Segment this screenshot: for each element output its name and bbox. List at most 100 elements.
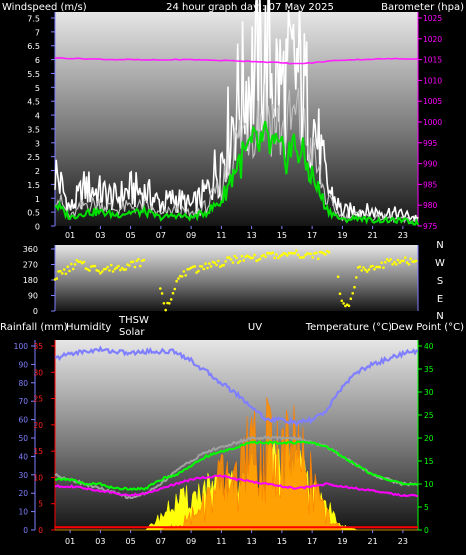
wind-tick-label: 3: [35, 139, 40, 148]
direction-point: [325, 249, 329, 253]
direction-point: [378, 265, 382, 269]
temperature-tick-label: 15: [424, 457, 434, 466]
temperature-series: [54, 440, 419, 491]
direction-point: [340, 299, 344, 303]
humidity-label: Humidity: [66, 322, 111, 333]
direction-point: [391, 263, 394, 266]
direction-tick-label: 0: [33, 307, 38, 316]
direction-point: [119, 268, 122, 272]
temperature-label: Temperature (°C): [305, 322, 392, 333]
direction-point: [177, 277, 180, 280]
weather-hour-label: 09: [186, 537, 196, 546]
direction-point: [364, 268, 367, 272]
direction-point: [405, 261, 409, 264]
humidity-tick-label: 100: [14, 342, 29, 351]
humidity-series: [54, 345, 419, 427]
wind-tick-label: 0.5: [27, 209, 40, 218]
wind-hour-label: 21: [368, 231, 378, 240]
direction-point: [278, 254, 282, 258]
direction-point: [371, 264, 374, 268]
weather-hour-label: 21: [368, 537, 378, 546]
direction-point: [204, 262, 207, 266]
compass-label: W: [435, 258, 445, 269]
direction-point: [224, 260, 227, 263]
rain-tick-label: 10: [33, 473, 43, 482]
direction-point: [353, 285, 356, 289]
wind-tick-label: 2: [35, 167, 40, 176]
compass-label: N: [436, 240, 443, 251]
direction-point: [160, 292, 164, 295]
direction-point: [97, 269, 100, 273]
direction-point: [347, 304, 351, 308]
temperature-tick-label: 40: [424, 342, 434, 351]
direction-point: [169, 298, 173, 301]
direction-point: [253, 253, 256, 257]
direction-point: [100, 270, 104, 273]
direction-point: [59, 269, 62, 273]
wind-hour-label: 07: [156, 231, 166, 240]
direction-point: [387, 259, 391, 263]
wind-hour-label: 17: [307, 231, 317, 240]
humidity-tick-label: 10: [18, 508, 28, 517]
chart-title: 24 hour graph day : 07 May 2025: [166, 2, 334, 13]
direction-point: [365, 270, 369, 273]
direction-point: [373, 267, 376, 271]
direction-point: [108, 269, 111, 272]
barometer-tick-label: 975: [423, 222, 438, 231]
direction-point: [266, 251, 269, 255]
compass-label: S: [437, 276, 443, 287]
direction-point: [79, 260, 82, 263]
wind-tick-label: 7.5: [27, 15, 40, 24]
direction-point: [394, 263, 398, 266]
wind-tick-label: 3.5: [27, 125, 40, 134]
barometer-tick-label: 1015: [423, 56, 442, 65]
direction-point: [184, 274, 187, 277]
direction-point: [342, 302, 345, 305]
wind-gust-series: [54, 0, 419, 223]
direction-point: [182, 270, 186, 273]
direction-point: [237, 261, 240, 265]
direction-point: [208, 262, 211, 265]
weather-hour-label: 17: [307, 537, 317, 546]
rain-tick-label: 30: [33, 368, 43, 377]
direction-point: [286, 254, 289, 257]
direction-point: [195, 271, 198, 274]
rain-tick-label: 0: [38, 526, 43, 535]
humidity-tick-label: 60: [18, 416, 28, 425]
wind-tick-label: 6: [35, 56, 40, 65]
wind-axis-label: Windspeed (m/s): [2, 2, 87, 13]
humidity-tick-label: 90: [18, 360, 28, 369]
dew-point-label: Dew Point (°C): [391, 322, 464, 333]
direction-point: [227, 256, 231, 259]
barometer-series: [54, 56, 419, 65]
direction-point: [382, 266, 385, 270]
direction-point: [113, 267, 117, 271]
uv-label: UV: [248, 322, 262, 333]
direction-point: [275, 253, 278, 256]
direction-point: [407, 263, 411, 266]
wind-speed-series: [54, 120, 419, 226]
direction-point: [164, 308, 167, 312]
humidity-tick-label: 20: [18, 489, 28, 498]
direction-point: [217, 259, 220, 263]
rain-tick-label: 35: [33, 342, 43, 351]
direction-point: [117, 264, 120, 268]
wind-tick-label: 1: [35, 195, 40, 204]
rain-tick-label: 25: [33, 395, 43, 404]
direction-point: [414, 259, 418, 263]
solar-label: Solar: [119, 327, 145, 338]
wind-hour-label: 19: [337, 231, 347, 240]
humidity-tick-label: 50: [18, 434, 28, 443]
direction-point: [162, 302, 166, 305]
direction-point: [229, 258, 233, 261]
wind-tick-label: 6.5: [27, 42, 40, 51]
direction-point: [396, 258, 400, 262]
direction-point: [55, 277, 59, 280]
direction-point: [70, 262, 73, 266]
direction-point: [316, 257, 320, 261]
wind-hour-label: 23: [398, 231, 408, 240]
direction-point: [142, 258, 146, 262]
direction-point: [302, 255, 306, 259]
weather-hour-label: 05: [126, 537, 136, 546]
